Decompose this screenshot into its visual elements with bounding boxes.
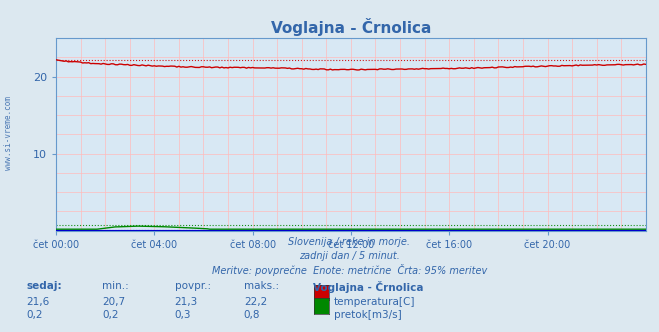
Text: povpr.:: povpr.: (175, 281, 211, 290)
Text: min.:: min.: (102, 281, 129, 290)
Text: 0,2: 0,2 (26, 310, 43, 320)
Title: Voglajna - Črnolica: Voglajna - Črnolica (271, 18, 431, 36)
Text: maks.:: maks.: (244, 281, 279, 290)
Text: temperatura[C]: temperatura[C] (334, 297, 416, 307)
Text: 20,7: 20,7 (102, 297, 125, 307)
Text: 22,2: 22,2 (244, 297, 267, 307)
Text: 21,6: 21,6 (26, 297, 49, 307)
Text: Meritve: povprečne  Enote: metrične  Črta: 95% meritev: Meritve: povprečne Enote: metrične Črta:… (212, 264, 487, 276)
Text: Voglajna - Črnolica: Voglajna - Črnolica (313, 281, 424, 292)
Text: sedaj:: sedaj: (26, 281, 62, 290)
Text: Slovenija / reke in morje.: Slovenija / reke in morje. (288, 237, 411, 247)
Text: www.si-vreme.com: www.si-vreme.com (4, 96, 13, 170)
Text: 0,3: 0,3 (175, 310, 191, 320)
Text: 21,3: 21,3 (175, 297, 198, 307)
Text: 0,8: 0,8 (244, 310, 260, 320)
Text: 0,2: 0,2 (102, 310, 119, 320)
Text: zadnji dan / 5 minut.: zadnji dan / 5 minut. (299, 251, 400, 261)
Text: pretok[m3/s]: pretok[m3/s] (334, 310, 402, 320)
